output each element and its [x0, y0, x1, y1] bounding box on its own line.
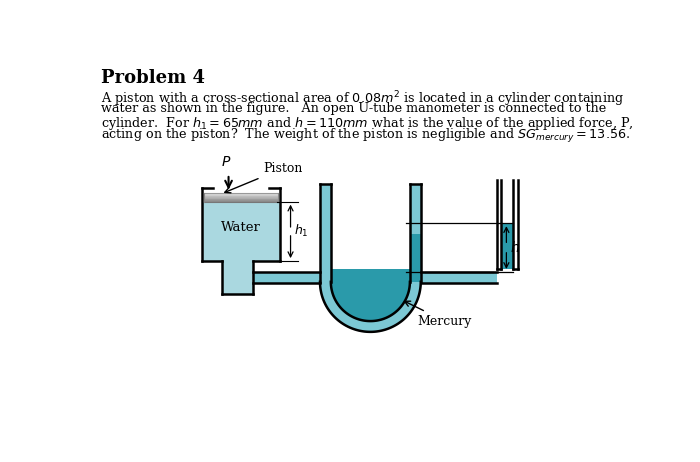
Bar — [204, 193, 278, 194]
Text: Piston: Piston — [225, 162, 303, 193]
Bar — [320, 184, 331, 282]
Bar — [204, 197, 278, 198]
Bar — [204, 194, 278, 195]
Bar — [253, 272, 320, 283]
Bar — [204, 201, 278, 202]
Bar — [410, 184, 421, 282]
Bar — [204, 195, 278, 196]
Bar — [331, 184, 410, 269]
Bar — [421, 272, 497, 283]
Bar — [501, 223, 513, 269]
Bar — [410, 234, 421, 282]
Text: acting on the piston?  The weight of the piston is negligible and $SG_{mercury} : acting on the piston? The weight of the … — [102, 128, 631, 146]
Polygon shape — [331, 282, 410, 321]
Bar — [222, 261, 253, 294]
Text: $P$: $P$ — [221, 155, 232, 170]
Text: cylinder.  For $h_1 = 65mm$ and $h = 110mm$ what is the value of the applied for: cylinder. For $h_1 = 65mm$ and $h = 110m… — [102, 115, 634, 132]
Bar — [331, 184, 410, 282]
Text: A piston with a cross-sectional area of $0.08m^2$ is located in a cylinder conta: A piston with a cross-sectional area of … — [102, 89, 624, 109]
Bar — [204, 196, 278, 197]
Bar — [204, 199, 278, 200]
Bar — [204, 200, 278, 201]
Text: $h_1$: $h_1$ — [295, 223, 309, 239]
Bar — [331, 269, 410, 282]
Bar — [204, 198, 278, 199]
Polygon shape — [320, 282, 421, 332]
Bar — [202, 202, 280, 261]
Text: Water: Water — [221, 221, 261, 234]
Text: Mercury: Mercury — [405, 301, 472, 328]
Text: $h$: $h$ — [510, 240, 520, 255]
Text: Problem 4: Problem 4 — [102, 68, 206, 86]
Text: water as shown in the figure.   An open U-tube manometer is connected to the: water as shown in the figure. An open U-… — [102, 102, 607, 115]
